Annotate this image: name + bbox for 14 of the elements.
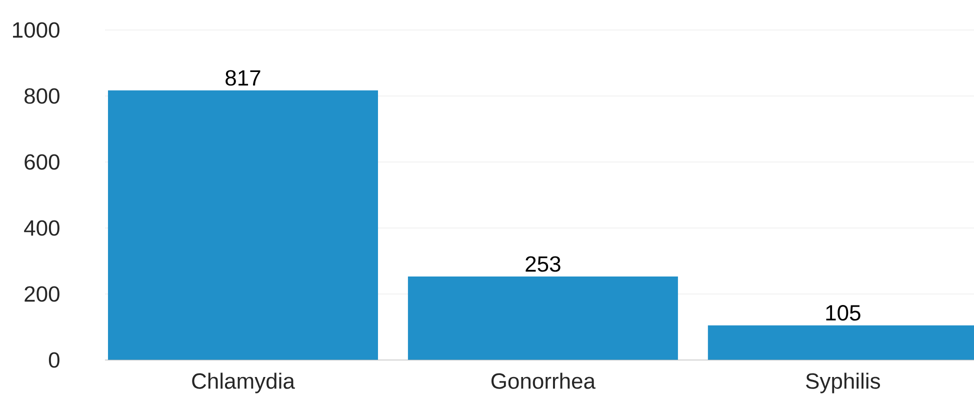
bar [408,276,678,360]
y-tick-label: 0 [48,352,60,368]
y-tick-label: 800 [24,88,60,104]
data-label: 105 [826,305,860,321]
x-tick-label: Syphilis [806,372,880,394]
x-tick-label: Chlamydia [192,372,295,394]
bar [108,90,378,360]
y-tick-label: 1000 [13,22,60,38]
data-label: 817 [226,70,260,86]
y-tick-label: 200 [24,286,60,302]
y-tick-label: 600 [24,154,60,170]
data-label: 253 [526,256,560,272]
x-tick-label: Gonorrhea [491,372,596,389]
y-tick-label: 400 [24,220,60,236]
